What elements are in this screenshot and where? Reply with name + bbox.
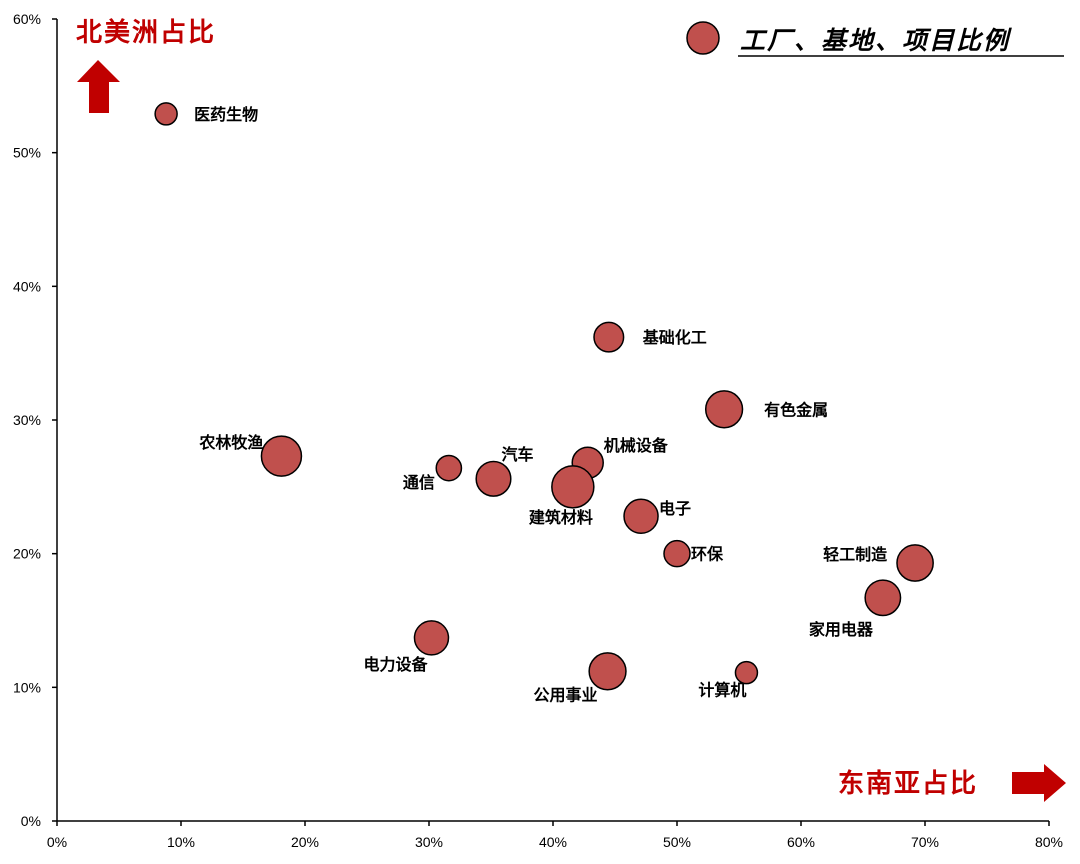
bubble-point xyxy=(864,579,902,617)
x-tick-label: 10% xyxy=(167,834,195,850)
point-label: 轻工制造 xyxy=(823,545,888,564)
point-label: 家用电器 xyxy=(809,620,874,639)
x-tick-label: 70% xyxy=(911,834,939,850)
y-tick-label: 60% xyxy=(13,11,41,27)
bubble-point xyxy=(154,102,178,126)
up-arrow-icon xyxy=(77,60,120,113)
point-label: 电力设备 xyxy=(363,655,428,674)
bubbles xyxy=(154,102,934,691)
point-label: 机械设备 xyxy=(604,436,669,455)
x-tick-label: 60% xyxy=(787,834,815,850)
point-label: 建筑材料 xyxy=(529,508,593,527)
y-axis-ticks: 0% 10% 20% 30% 40% 50% 60% xyxy=(13,11,57,829)
legend-marker xyxy=(686,21,720,55)
bubble-point xyxy=(593,321,625,353)
point-label: 汽车 xyxy=(501,445,533,464)
bubble-point xyxy=(896,544,934,582)
y-tick-label: 0% xyxy=(21,813,41,829)
x-axis-title: 东南亚占比 xyxy=(838,768,978,799)
y-tick-label: 20% xyxy=(13,546,41,562)
y-tick-label: 10% xyxy=(13,679,41,695)
point-label: 通信 xyxy=(403,473,435,492)
x-tick-label: 20% xyxy=(291,834,319,850)
x-tick-label: 30% xyxy=(415,834,443,850)
x-tick-label: 40% xyxy=(539,834,567,850)
bubble-point xyxy=(413,620,450,656)
bubble-point xyxy=(435,454,463,482)
y-tick-label: 50% xyxy=(13,145,41,161)
point-label: 有色金属 xyxy=(764,400,828,419)
bubble-point xyxy=(623,498,659,534)
point-label: 计算机 xyxy=(698,681,746,700)
x-tick-label: 80% xyxy=(1035,834,1063,850)
y-axis-title: 北美洲占比 xyxy=(76,17,216,48)
point-label: 农林牧渔 xyxy=(198,433,263,452)
point-label: 环保 xyxy=(691,545,724,564)
y-tick-label: 30% xyxy=(13,412,41,428)
legend-label: 工厂、基地、项目比例 xyxy=(740,26,1012,55)
point-label: 医药生物 xyxy=(194,105,258,124)
bubble-point xyxy=(663,539,691,568)
bubble-point xyxy=(588,652,627,691)
bubble-point xyxy=(260,435,303,477)
x-axis-ticks: 0% 10% 20% 30% 40% 50% 60% 70% 80% xyxy=(47,821,1063,850)
bubble-point xyxy=(704,390,744,429)
point-label: 公用事业 xyxy=(534,685,598,704)
bubble-point xyxy=(475,460,512,497)
point-label: 基础化工 xyxy=(642,328,707,347)
x-tick-label: 50% xyxy=(663,834,691,850)
right-arrow-icon xyxy=(1012,764,1066,802)
x-tick-label: 0% xyxy=(47,834,67,850)
bubble-point xyxy=(734,660,759,685)
y-tick-label: 40% xyxy=(13,278,41,294)
bubble-point xyxy=(551,465,595,509)
point-label: 电子 xyxy=(659,499,691,518)
